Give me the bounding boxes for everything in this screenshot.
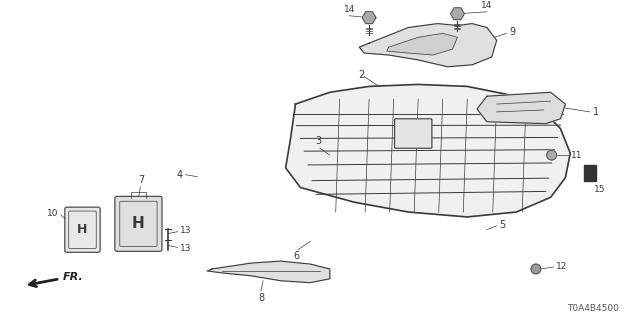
Text: 8: 8 bbox=[258, 293, 264, 303]
Polygon shape bbox=[359, 24, 497, 67]
Text: 6: 6 bbox=[293, 251, 300, 261]
Text: 4: 4 bbox=[177, 170, 182, 180]
FancyBboxPatch shape bbox=[395, 119, 432, 148]
Text: 3: 3 bbox=[315, 136, 321, 146]
Text: 10: 10 bbox=[47, 210, 59, 219]
Text: 15: 15 bbox=[594, 185, 605, 194]
Text: 9: 9 bbox=[509, 28, 516, 37]
Text: 11: 11 bbox=[572, 151, 583, 160]
Text: H: H bbox=[77, 223, 88, 236]
Text: H: H bbox=[132, 216, 145, 231]
Text: 13: 13 bbox=[180, 226, 191, 235]
Polygon shape bbox=[285, 84, 570, 217]
Text: 14: 14 bbox=[481, 1, 493, 10]
Text: 14: 14 bbox=[344, 5, 355, 14]
FancyBboxPatch shape bbox=[65, 207, 100, 252]
Polygon shape bbox=[477, 92, 565, 124]
Polygon shape bbox=[584, 165, 596, 180]
Circle shape bbox=[531, 264, 541, 274]
Text: 5: 5 bbox=[500, 220, 506, 230]
Text: 12: 12 bbox=[556, 261, 567, 270]
Text: 7: 7 bbox=[138, 174, 145, 185]
Text: T0A4B4500: T0A4B4500 bbox=[568, 304, 620, 313]
Text: 13: 13 bbox=[180, 244, 191, 253]
Polygon shape bbox=[362, 12, 376, 24]
Text: 1: 1 bbox=[593, 107, 599, 117]
Polygon shape bbox=[207, 261, 330, 283]
FancyBboxPatch shape bbox=[115, 196, 162, 251]
Text: FR.: FR. bbox=[63, 272, 84, 282]
Circle shape bbox=[547, 150, 557, 160]
Polygon shape bbox=[451, 8, 464, 20]
Polygon shape bbox=[387, 33, 458, 55]
Text: 2: 2 bbox=[358, 70, 364, 80]
